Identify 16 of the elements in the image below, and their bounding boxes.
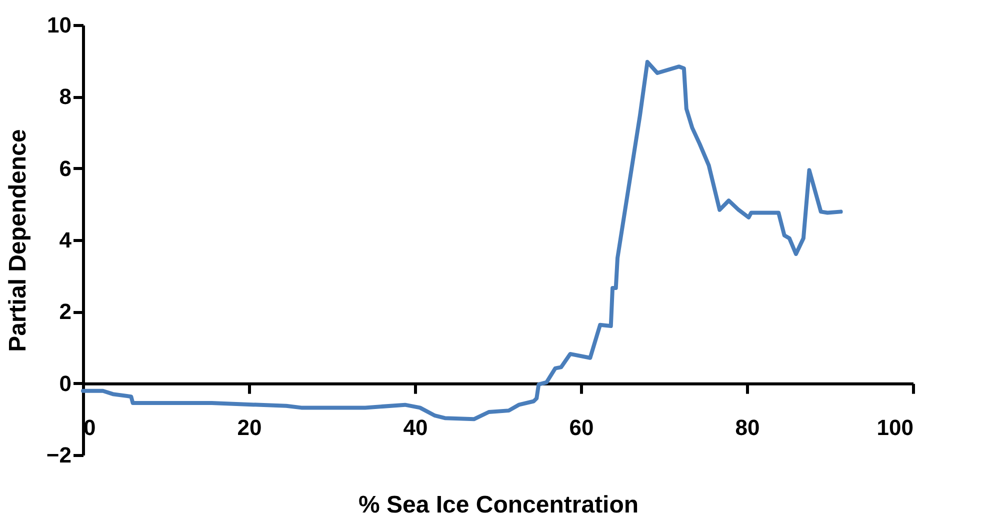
x-tick-label: 100 (876, 414, 914, 440)
x-tick-label: 40 (403, 414, 428, 440)
line-series (81, 60, 843, 422)
y-tick-label: 10 (47, 12, 72, 38)
x-tick-label: 60 (569, 414, 594, 440)
y-tick-label: 8 (59, 84, 72, 110)
x-tick-label: 80 (735, 414, 760, 440)
y-axis-title: Partial Dependence (4, 129, 32, 352)
y-tick-label: 4 (59, 228, 72, 252)
y-tick-label: 6 (59, 156, 72, 181)
x-tick-label: 0 (84, 414, 96, 440)
y-tick-label: 0 (59, 370, 72, 396)
y-tick-label: 2 (59, 299, 72, 324)
y-tick-label: −2 (46, 442, 72, 468)
x-tick-label: 20 (237, 414, 262, 440)
x-axis-title: % Sea Ice Concentration (358, 492, 639, 518)
